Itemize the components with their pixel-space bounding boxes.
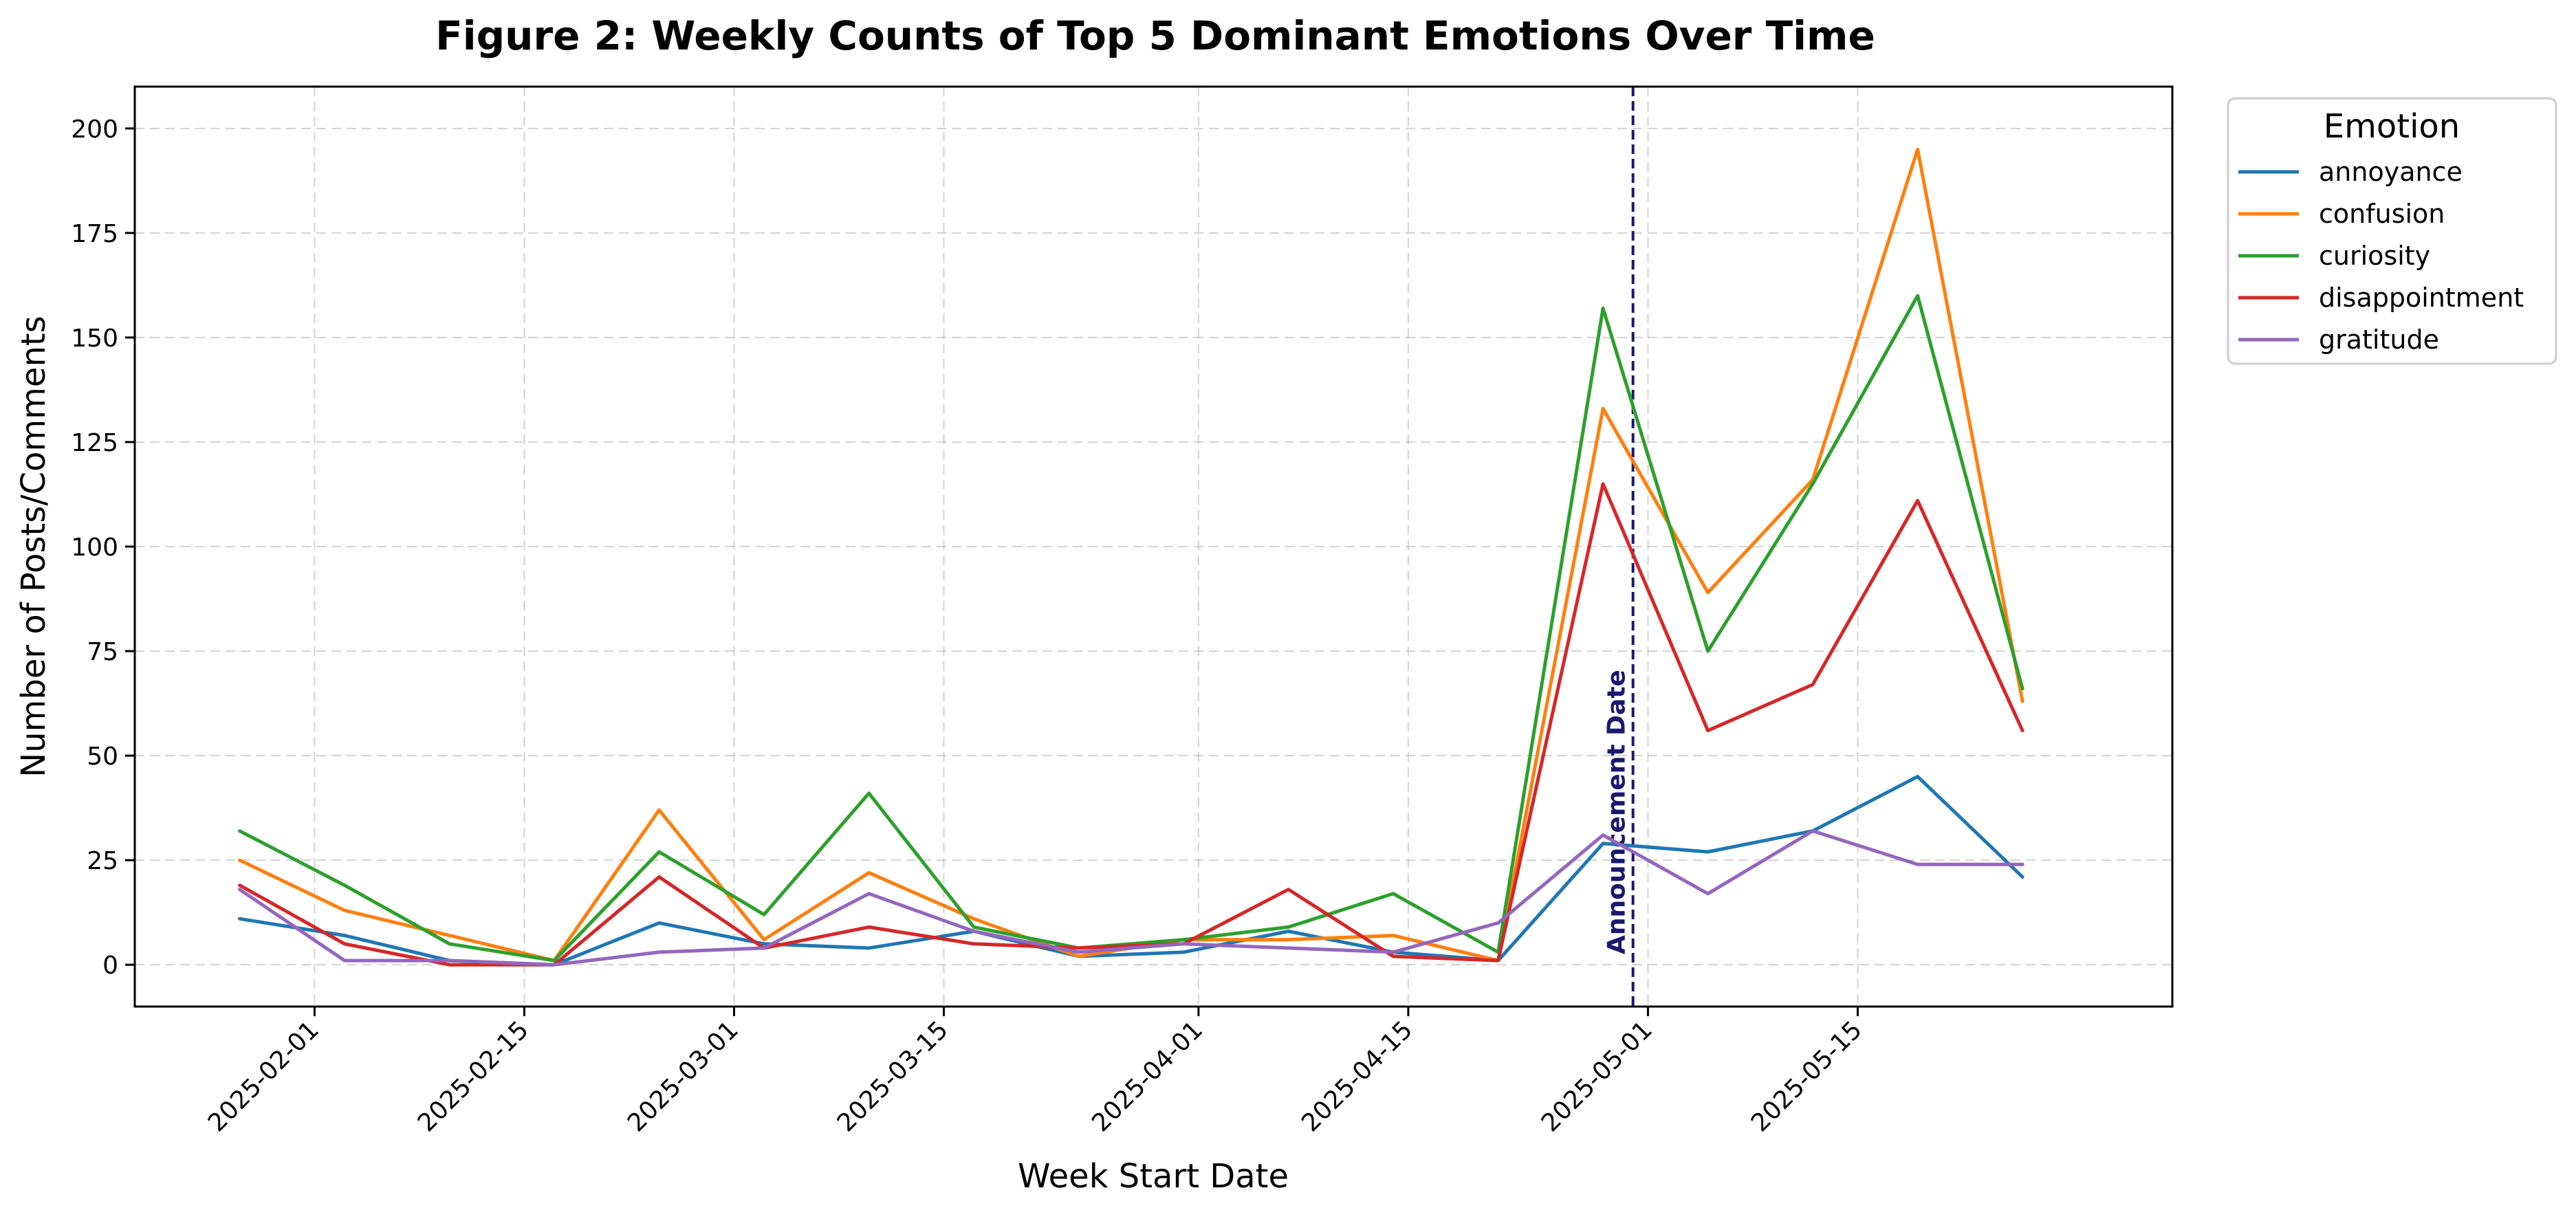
y-tick-label: 75 <box>87 638 118 666</box>
y-tick-label: 125 <box>71 429 118 457</box>
x-tick-label: 2025-05-01 <box>1536 1015 1658 1137</box>
x-tick-label: 2025-02-01 <box>203 1015 325 1137</box>
x-tick-label: 2025-04-15 <box>1296 1015 1418 1137</box>
legend-label-curiosity: curiosity <box>2319 241 2430 271</box>
y-tick-label: 50 <box>87 743 118 771</box>
legend-label-annoyance: annoyance <box>2319 157 2463 187</box>
chart-title: Figure 2: Weekly Counts of Top 5 Dominan… <box>435 12 1875 59</box>
y-tick-label: 175 <box>71 220 118 248</box>
announcement-date-label: Announcement Date <box>1603 670 1631 954</box>
y-tick-label: 150 <box>71 325 118 353</box>
y-tick-label: 100 <box>71 534 118 562</box>
y-tick-label: 0 <box>102 952 118 980</box>
series-line-disappointment <box>238 482 2024 967</box>
x-axis-ticks: 2025-02-01 2025-02-15 2025-03-01 2025-03-15… <box>203 1007 1868 1137</box>
x-tick-label: 2025-03-01 <box>622 1015 744 1137</box>
legend-label-confusion: confusion <box>2319 199 2445 229</box>
x-tick-label: 2025-02-15 <box>413 1015 534 1137</box>
legend: Emotion annoyance confusion curiosity disap… <box>2227 97 2557 365</box>
series-line-gratitude <box>238 829 2024 967</box>
x-tick-label: 2025-04-01 <box>1087 1015 1208 1137</box>
series-line-annoyance <box>238 775 2024 967</box>
x-axis-label: Week Start Date <box>1018 1157 1289 1196</box>
x-tick-label: 2025-05-15 <box>1746 1015 1868 1137</box>
y-tick-label: 25 <box>87 847 118 875</box>
series-layer <box>238 147 2024 967</box>
series-line-curiosity <box>238 294 2024 963</box>
legend-title: Emotion <box>2324 107 2460 146</box>
y-axis-label: Number of Posts/Comments <box>14 316 53 777</box>
grid <box>135 87 2172 1007</box>
series-line-confusion <box>238 147 2024 963</box>
legend-frame <box>2227 97 2557 365</box>
y-axis-ticks: 0 25 50 75 100 125 150 175 200 <box>71 116 135 980</box>
legend-label-gratitude: gratitude <box>2319 325 2439 355</box>
legend-label-disappointment: disappointment <box>2319 283 2524 313</box>
y-tick-label: 200 <box>71 116 118 144</box>
x-tick-label: 2025-03-15 <box>832 1015 954 1137</box>
